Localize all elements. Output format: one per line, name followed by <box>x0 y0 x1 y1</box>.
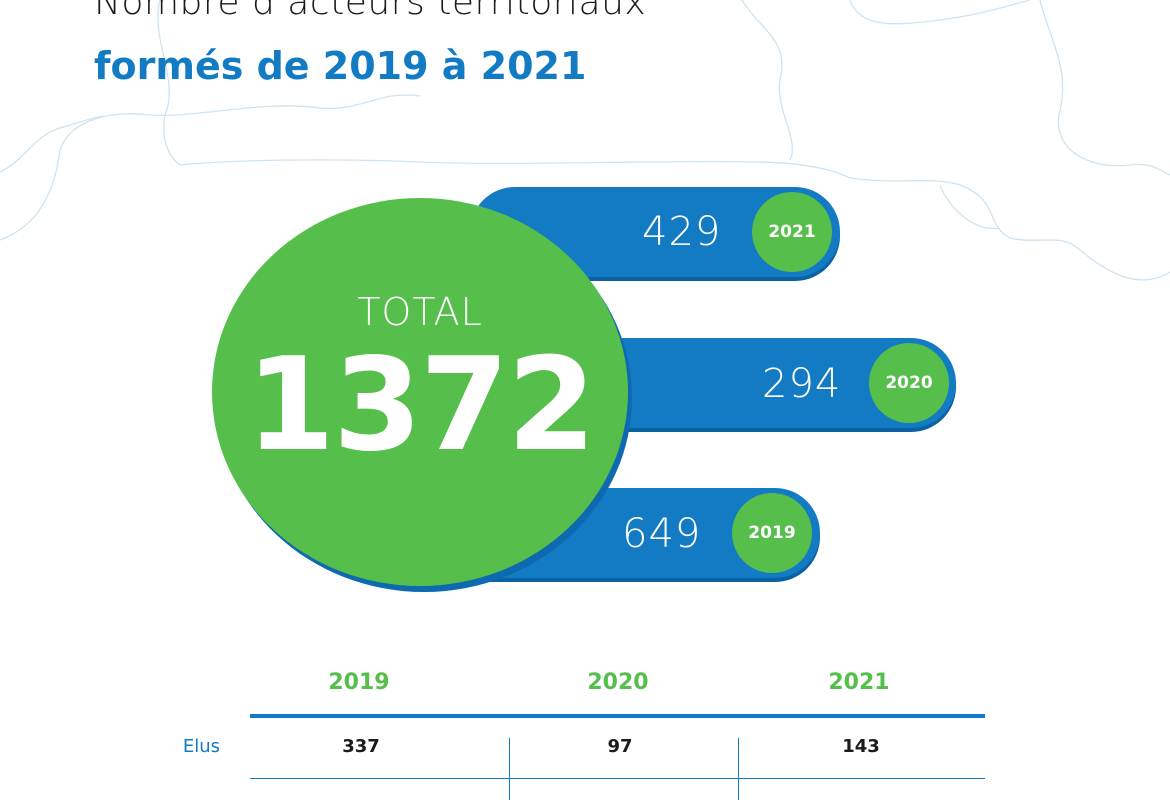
bar-value-label: 294 <box>762 361 842 407</box>
table-header-2019: 2019 <box>328 670 390 695</box>
year-badge-2021: 2021 <box>752 192 832 272</box>
table-cell: 337 <box>342 736 380 757</box>
table-cell: 97 <box>607 736 633 757</box>
map-border-line <box>1039 0 1170 176</box>
table-header-2020: 2020 <box>587 670 649 695</box>
chart-title-line2: formés de 2019 à 2021 <box>94 44 587 88</box>
map-border-line <box>0 115 105 173</box>
table-column-divider <box>509 738 510 800</box>
map-border-line <box>849 0 1031 25</box>
bar-2020: 294 2020 <box>570 338 956 428</box>
total-value: 1372 <box>245 331 596 480</box>
table-column-divider <box>738 738 739 800</box>
year-badge-2019: 2019 <box>732 493 812 573</box>
total-label: TOTAL <box>357 290 483 334</box>
map-border-line <box>0 94 421 241</box>
chart-title-line1: Nombre d’acteurs territoriaux <box>94 0 647 23</box>
total-circle: TOTAL 1372 <box>212 198 628 586</box>
bar-2021: 429 2021 <box>470 187 840 277</box>
table-header-rule <box>250 714 985 718</box>
bar-value-label: 429 <box>642 209 722 255</box>
table-header-2021: 2021 <box>828 670 890 695</box>
map-border-line <box>157 0 1170 281</box>
bar-value-label: 649 <box>622 511 702 557</box>
year-badge-2020: 2020 <box>869 343 949 423</box>
map-border-line <box>939 184 1001 230</box>
table-row-label: Elus <box>182 736 220 757</box>
map-border-line <box>741 0 793 161</box>
table-cell: 143 <box>842 736 880 757</box>
table-row-rule <box>250 778 985 779</box>
